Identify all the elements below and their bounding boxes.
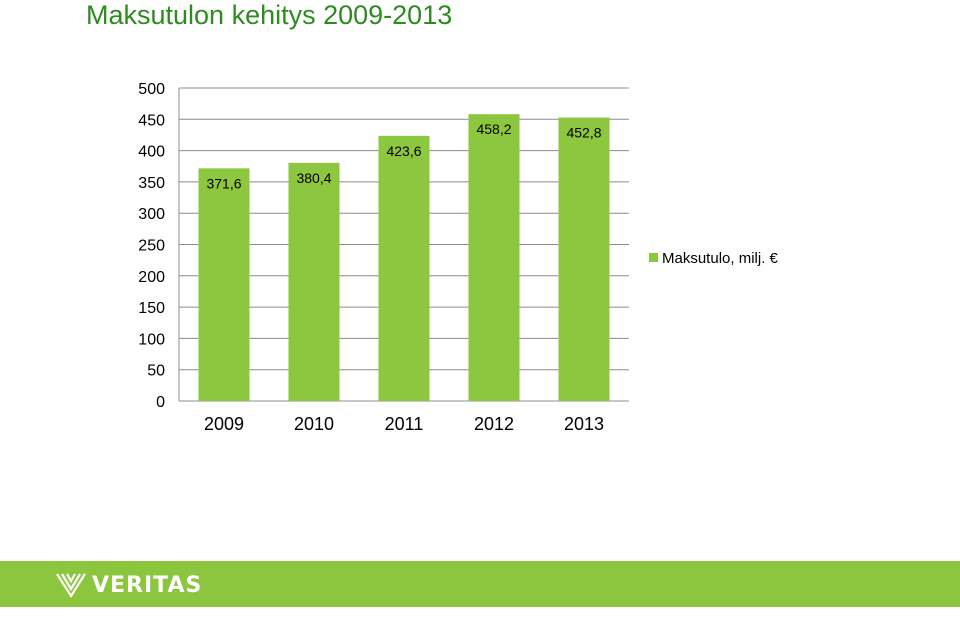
x-tick-label: 2010: [294, 414, 334, 434]
y-tick-label: 0: [156, 394, 165, 411]
x-tick-label: 2011: [385, 414, 424, 434]
bar-2009: [198, 168, 250, 401]
y-tick-label: 400: [138, 144, 165, 161]
bar-2012: [468, 114, 520, 401]
y-tick-label: 100: [138, 331, 165, 348]
y-tick-label: 300: [138, 206, 165, 223]
legend-label: Maksutulo, milj. €: [662, 250, 779, 267]
footer-bar: VERITAS: [0, 561, 960, 607]
y-tick-label: 150: [138, 300, 165, 317]
chart-title: Maksutulon kehitys 2009-2013: [86, 0, 453, 30]
data-label-2011: 423,6: [386, 143, 421, 159]
y-tick-label: 50: [147, 363, 165, 380]
x-tick-label: 2012: [474, 414, 514, 434]
data-label-2010: 380,4: [296, 170, 331, 186]
bar-2013: [558, 117, 610, 401]
veritas-v-icon: [56, 573, 86, 598]
data-label-2013: 452,8: [566, 125, 601, 141]
bar-2011: [378, 135, 430, 401]
veritas-logo: VERITAS: [56, 571, 202, 599]
bar-2010: [288, 162, 340, 401]
legend-swatch: [649, 253, 658, 262]
y-tick-label: 350: [138, 175, 165, 192]
y-tick-label: 500: [138, 81, 165, 98]
data-label-2012: 458,2: [476, 121, 511, 137]
y-tick-label: 450: [138, 112, 165, 129]
y-tick-label: 250: [138, 238, 165, 255]
data-label-2009: 371,6: [206, 175, 241, 191]
y-tick-label: 200: [138, 269, 165, 286]
x-tick-label: 2009: [204, 414, 244, 434]
x-tick-label: 2013: [564, 414, 604, 434]
bar-chart: 0 50 100 150 200 250 300 350 400 450 500 371,6 2009 3…: [138, 81, 779, 434]
brand-name: VERITAS: [92, 572, 203, 598]
